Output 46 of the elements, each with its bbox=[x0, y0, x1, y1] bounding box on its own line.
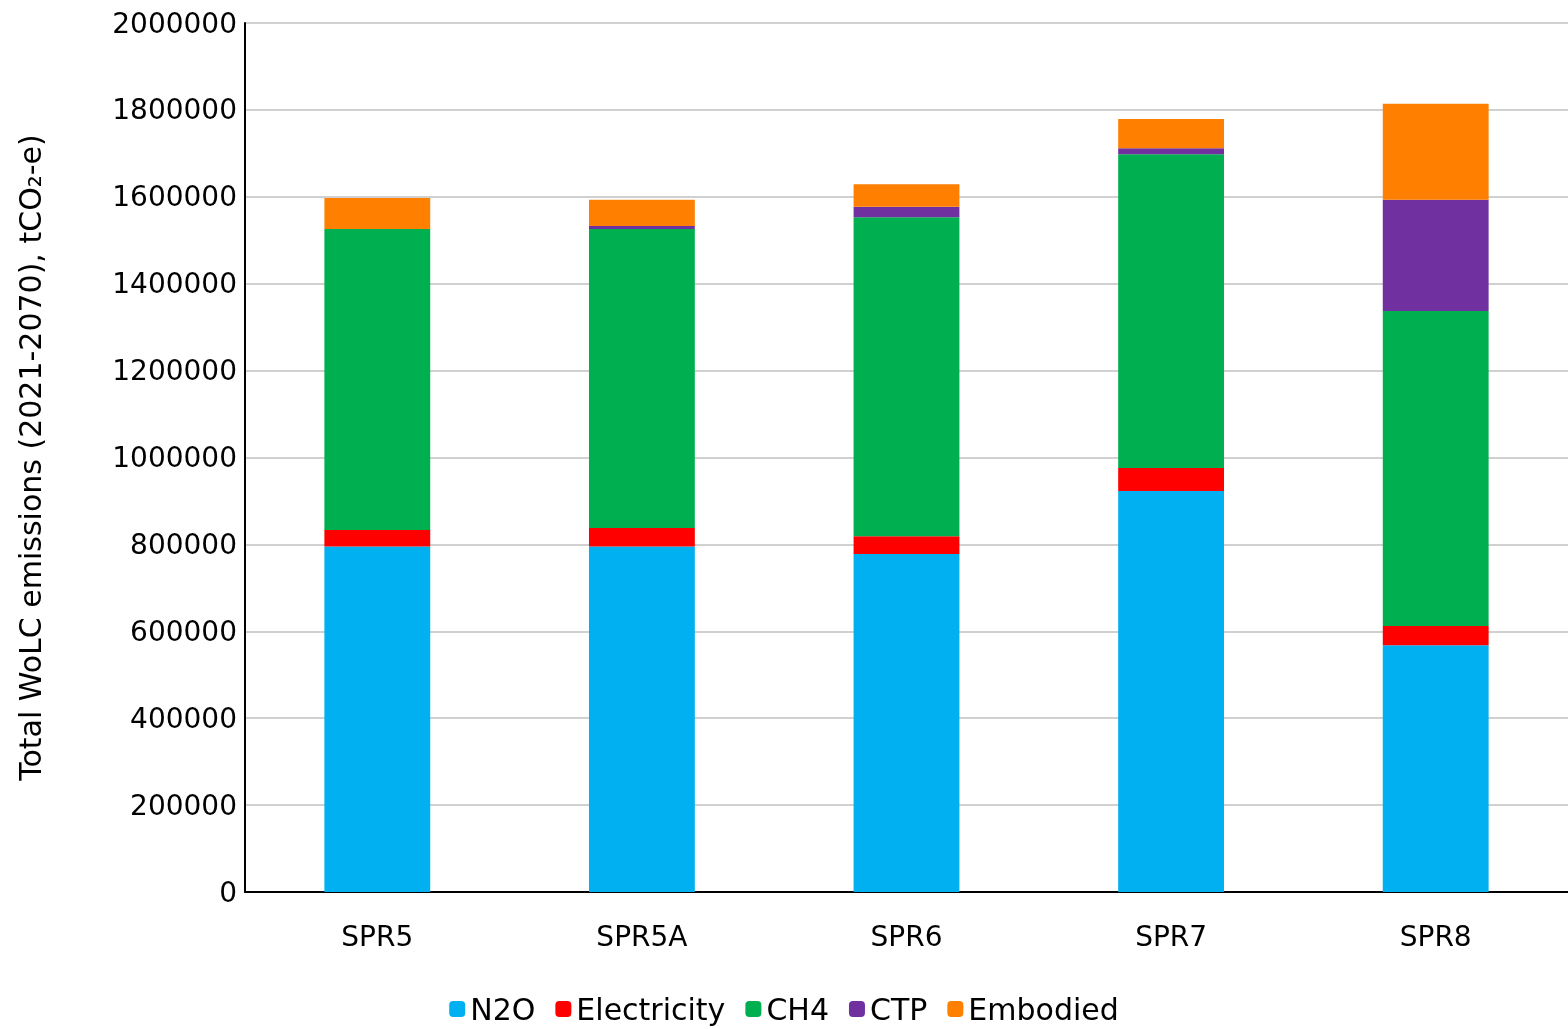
x-tick-label: SPR7 bbox=[1135, 919, 1208, 953]
y-tick-label: 2000000 bbox=[112, 6, 237, 40]
bar bbox=[1382, 103, 1489, 200]
bar bbox=[853, 184, 960, 207]
bar bbox=[853, 206, 960, 218]
bar bbox=[853, 536, 960, 554]
bar bbox=[324, 228, 431, 531]
legend-label: Electricity bbox=[576, 991, 726, 1027]
bar bbox=[1118, 467, 1225, 491]
y-tick-label: 200000 bbox=[130, 788, 237, 822]
y-tick-label: 1400000 bbox=[112, 267, 237, 301]
bar bbox=[1118, 119, 1225, 149]
bar bbox=[1382, 626, 1489, 646]
bar bbox=[853, 217, 960, 537]
bar bbox=[324, 546, 431, 892]
bar bbox=[1118, 148, 1225, 155]
y-tick-label: 1800000 bbox=[112, 93, 237, 127]
x-tick-label: SPR5A bbox=[596, 919, 688, 953]
y-tick-label: 800000 bbox=[130, 527, 237, 561]
bar bbox=[324, 198, 431, 229]
bar bbox=[1382, 311, 1489, 627]
y-tick-label: 1200000 bbox=[112, 354, 237, 388]
legend-label: N2O bbox=[470, 991, 536, 1027]
bar bbox=[1382, 645, 1489, 892]
bar bbox=[588, 546, 695, 892]
x-tick-label: SPR5 bbox=[341, 919, 414, 953]
x-tick-label: SPR8 bbox=[1399, 919, 1472, 953]
legend-label: Embodied bbox=[968, 991, 1119, 1027]
y-tick-label: 600000 bbox=[130, 614, 237, 648]
bar bbox=[588, 225, 695, 229]
y-axis-title: Total WoLC emissions (2021-2070), tCO₂-e) bbox=[12, 134, 48, 782]
bar bbox=[853, 553, 960, 892]
bar bbox=[588, 228, 695, 528]
y-tick-label: 400000 bbox=[130, 701, 237, 735]
bar bbox=[1118, 490, 1225, 892]
legend-label: CTP bbox=[869, 991, 928, 1027]
y-tick-label: 0 bbox=[219, 875, 237, 909]
legend-label: CH4 bbox=[766, 991, 829, 1027]
bar bbox=[588, 527, 695, 547]
bar bbox=[324, 530, 431, 547]
y-tick-label: 1000000 bbox=[112, 441, 237, 474]
y-tick-label: 1600000 bbox=[112, 180, 237, 214]
bar bbox=[1382, 199, 1489, 312]
bar bbox=[1118, 154, 1225, 468]
bar bbox=[588, 199, 695, 226]
x-tick-label: SPR6 bbox=[870, 919, 943, 953]
